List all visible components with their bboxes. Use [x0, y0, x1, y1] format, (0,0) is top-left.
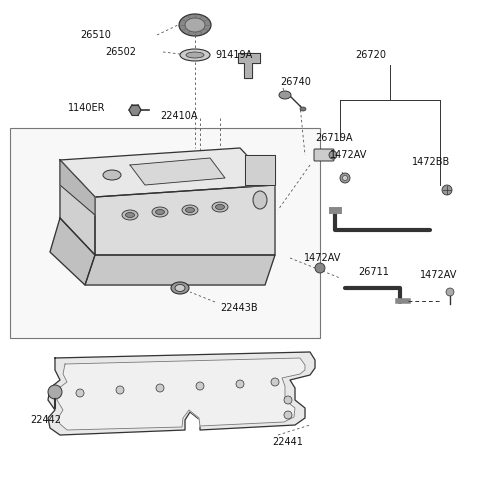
Polygon shape	[95, 185, 275, 255]
Ellipse shape	[179, 14, 211, 36]
Ellipse shape	[253, 191, 267, 209]
Text: 1472AV: 1472AV	[420, 270, 457, 280]
Text: 26740: 26740	[280, 77, 311, 87]
Circle shape	[343, 175, 348, 181]
Circle shape	[340, 173, 350, 183]
Ellipse shape	[186, 52, 204, 58]
Ellipse shape	[180, 49, 210, 61]
Circle shape	[76, 389, 84, 397]
Polygon shape	[130, 158, 225, 185]
Polygon shape	[129, 105, 141, 115]
Circle shape	[271, 378, 279, 386]
Ellipse shape	[152, 207, 168, 217]
Text: 26720: 26720	[355, 50, 386, 60]
Polygon shape	[48, 352, 315, 435]
Text: 26502: 26502	[105, 47, 136, 57]
Circle shape	[284, 396, 292, 404]
Circle shape	[284, 411, 292, 419]
Ellipse shape	[212, 202, 228, 212]
Circle shape	[329, 151, 337, 159]
Polygon shape	[60, 148, 275, 197]
Polygon shape	[238, 53, 260, 78]
Ellipse shape	[185, 207, 194, 213]
FancyBboxPatch shape	[314, 149, 334, 161]
Circle shape	[156, 384, 164, 392]
Ellipse shape	[156, 209, 165, 215]
Polygon shape	[57, 358, 305, 430]
Ellipse shape	[103, 170, 121, 180]
Text: 26510: 26510	[80, 30, 111, 40]
Text: 1140ER: 1140ER	[68, 103, 106, 113]
Circle shape	[196, 382, 204, 390]
Text: 22442: 22442	[30, 415, 61, 425]
Text: 1472AV: 1472AV	[330, 150, 367, 160]
Polygon shape	[245, 155, 275, 185]
Ellipse shape	[279, 91, 291, 99]
Circle shape	[442, 185, 452, 195]
Polygon shape	[60, 160, 95, 255]
Text: 22441: 22441	[272, 437, 303, 447]
Circle shape	[446, 288, 454, 296]
Text: 22443B: 22443B	[220, 303, 258, 313]
Circle shape	[116, 386, 124, 394]
Ellipse shape	[125, 213, 134, 217]
Polygon shape	[85, 255, 275, 285]
Ellipse shape	[182, 205, 198, 215]
Text: 1472AV: 1472AV	[304, 253, 341, 263]
Circle shape	[48, 385, 62, 399]
Ellipse shape	[300, 107, 306, 111]
Text: 91419A: 91419A	[215, 50, 252, 60]
Bar	[10, 128, 320, 338]
Ellipse shape	[171, 282, 189, 294]
Text: 26719A: 26719A	[315, 133, 352, 143]
Ellipse shape	[175, 284, 185, 292]
Ellipse shape	[122, 210, 138, 220]
Ellipse shape	[216, 205, 225, 209]
Text: 26711: 26711	[358, 267, 389, 277]
Ellipse shape	[185, 18, 205, 32]
Text: 22410A: 22410A	[160, 111, 197, 121]
Circle shape	[236, 380, 244, 388]
Polygon shape	[60, 160, 95, 215]
Polygon shape	[50, 218, 95, 285]
Text: 1472BB: 1472BB	[412, 157, 450, 167]
Circle shape	[315, 263, 325, 273]
